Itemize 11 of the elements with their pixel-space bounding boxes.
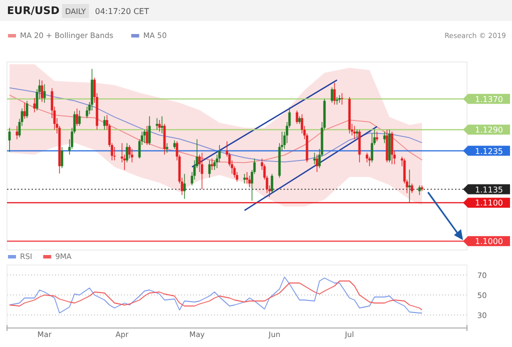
candlestick	[130, 148, 134, 163]
candlestick	[336, 96, 338, 106]
ref-line-label: 1.1135	[475, 185, 503, 194]
ref-line-label: 1.1290	[475, 126, 503, 135]
chart-title: EUR/USD	[7, 5, 60, 17]
candlestick	[340, 92, 344, 106]
text: 04:17:20 CET	[95, 7, 150, 16]
ref-line-label: 1.1370	[475, 94, 503, 104]
ref-line-label: 1.1100	[475, 198, 503, 208]
ref-line-label: 1.1235	[475, 146, 503, 156]
ref-line-label: 1.1000	[475, 237, 503, 246]
